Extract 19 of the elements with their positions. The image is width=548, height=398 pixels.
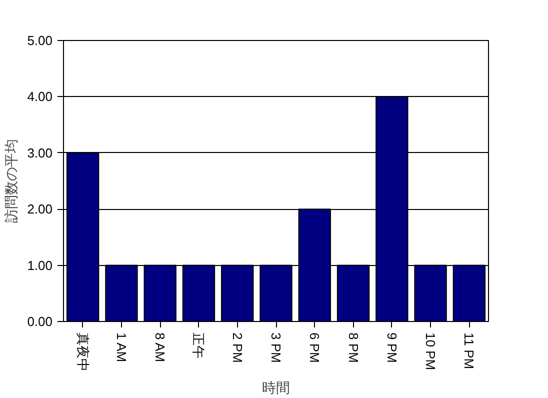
x-tick-label: 3 PM — [268, 332, 284, 363]
y-axis-title: 訪問数の平均 — [3, 139, 20, 223]
x-tick-label: 10 PM — [423, 332, 438, 370]
x-tick-label: 6 PM — [307, 332, 322, 363]
y-tick-label: 5.00 — [27, 33, 53, 48]
y-tick-label: 4.00 — [27, 89, 53, 104]
x-tick-label: 真夜中 — [75, 332, 90, 372]
x-tick-label: 2 PM — [230, 332, 245, 363]
y-tick-label: 2.00 — [27, 202, 53, 217]
y-tick-label: 3.00 — [27, 145, 53, 160]
x-tick-label: 8 AM — [152, 332, 168, 362]
x-tick-label: 8 PM — [346, 332, 361, 363]
y-tick-label: 1.00 — [27, 258, 53, 273]
x-tick-label: 11 PM — [462, 332, 477, 370]
x-axis-title: 時間 — [262, 380, 290, 396]
x-tick-label: 9 PM — [384, 332, 400, 363]
x-tick-label: 正午 — [191, 332, 206, 358]
x-tick-label: 1 AM — [114, 332, 129, 362]
y-tick-label: 0.00 — [27, 314, 53, 329]
